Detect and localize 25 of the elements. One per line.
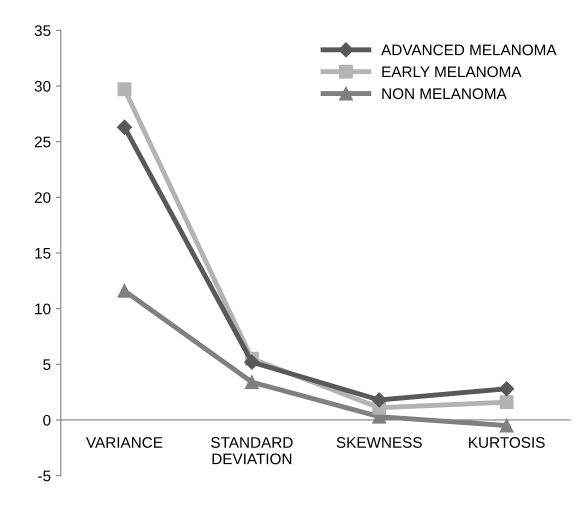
point — [118, 284, 132, 298]
x-tick-label: SKEWNESS — [336, 437, 422, 448]
x-tick-label: STANDARD DEVIATION — [211, 437, 293, 464]
legend-label: EARLY MELANOMA — [382, 66, 522, 78]
point — [500, 418, 514, 432]
y-tick-label: 20 — [34, 192, 50, 204]
y-tick-label: 25 — [34, 136, 50, 148]
point — [372, 392, 387, 408]
y-tick-label: 30 — [34, 80, 50, 92]
point — [244, 375, 259, 390]
y-tick-label: -5 — [38, 470, 50, 482]
y-tick-label: 35 — [34, 25, 50, 36]
point — [116, 120, 132, 135]
y-tick-label: 10 — [35, 304, 50, 314]
point — [500, 395, 514, 410]
x-tick-label: KURTOSIS — [469, 437, 545, 448]
point — [118, 82, 132, 96]
y-tick-label: 0 — [43, 414, 50, 426]
y-tick-label: 5 — [43, 359, 50, 370]
point — [244, 354, 260, 370]
point — [499, 381, 514, 396]
legend-label: NON MELANOMA — [382, 88, 507, 100]
legend-label: ADVANCED MELANOMA — [381, 44, 557, 56]
y-tick-label: 15 — [35, 248, 50, 259]
x-tick-label: VARIANCE — [86, 437, 162, 448]
